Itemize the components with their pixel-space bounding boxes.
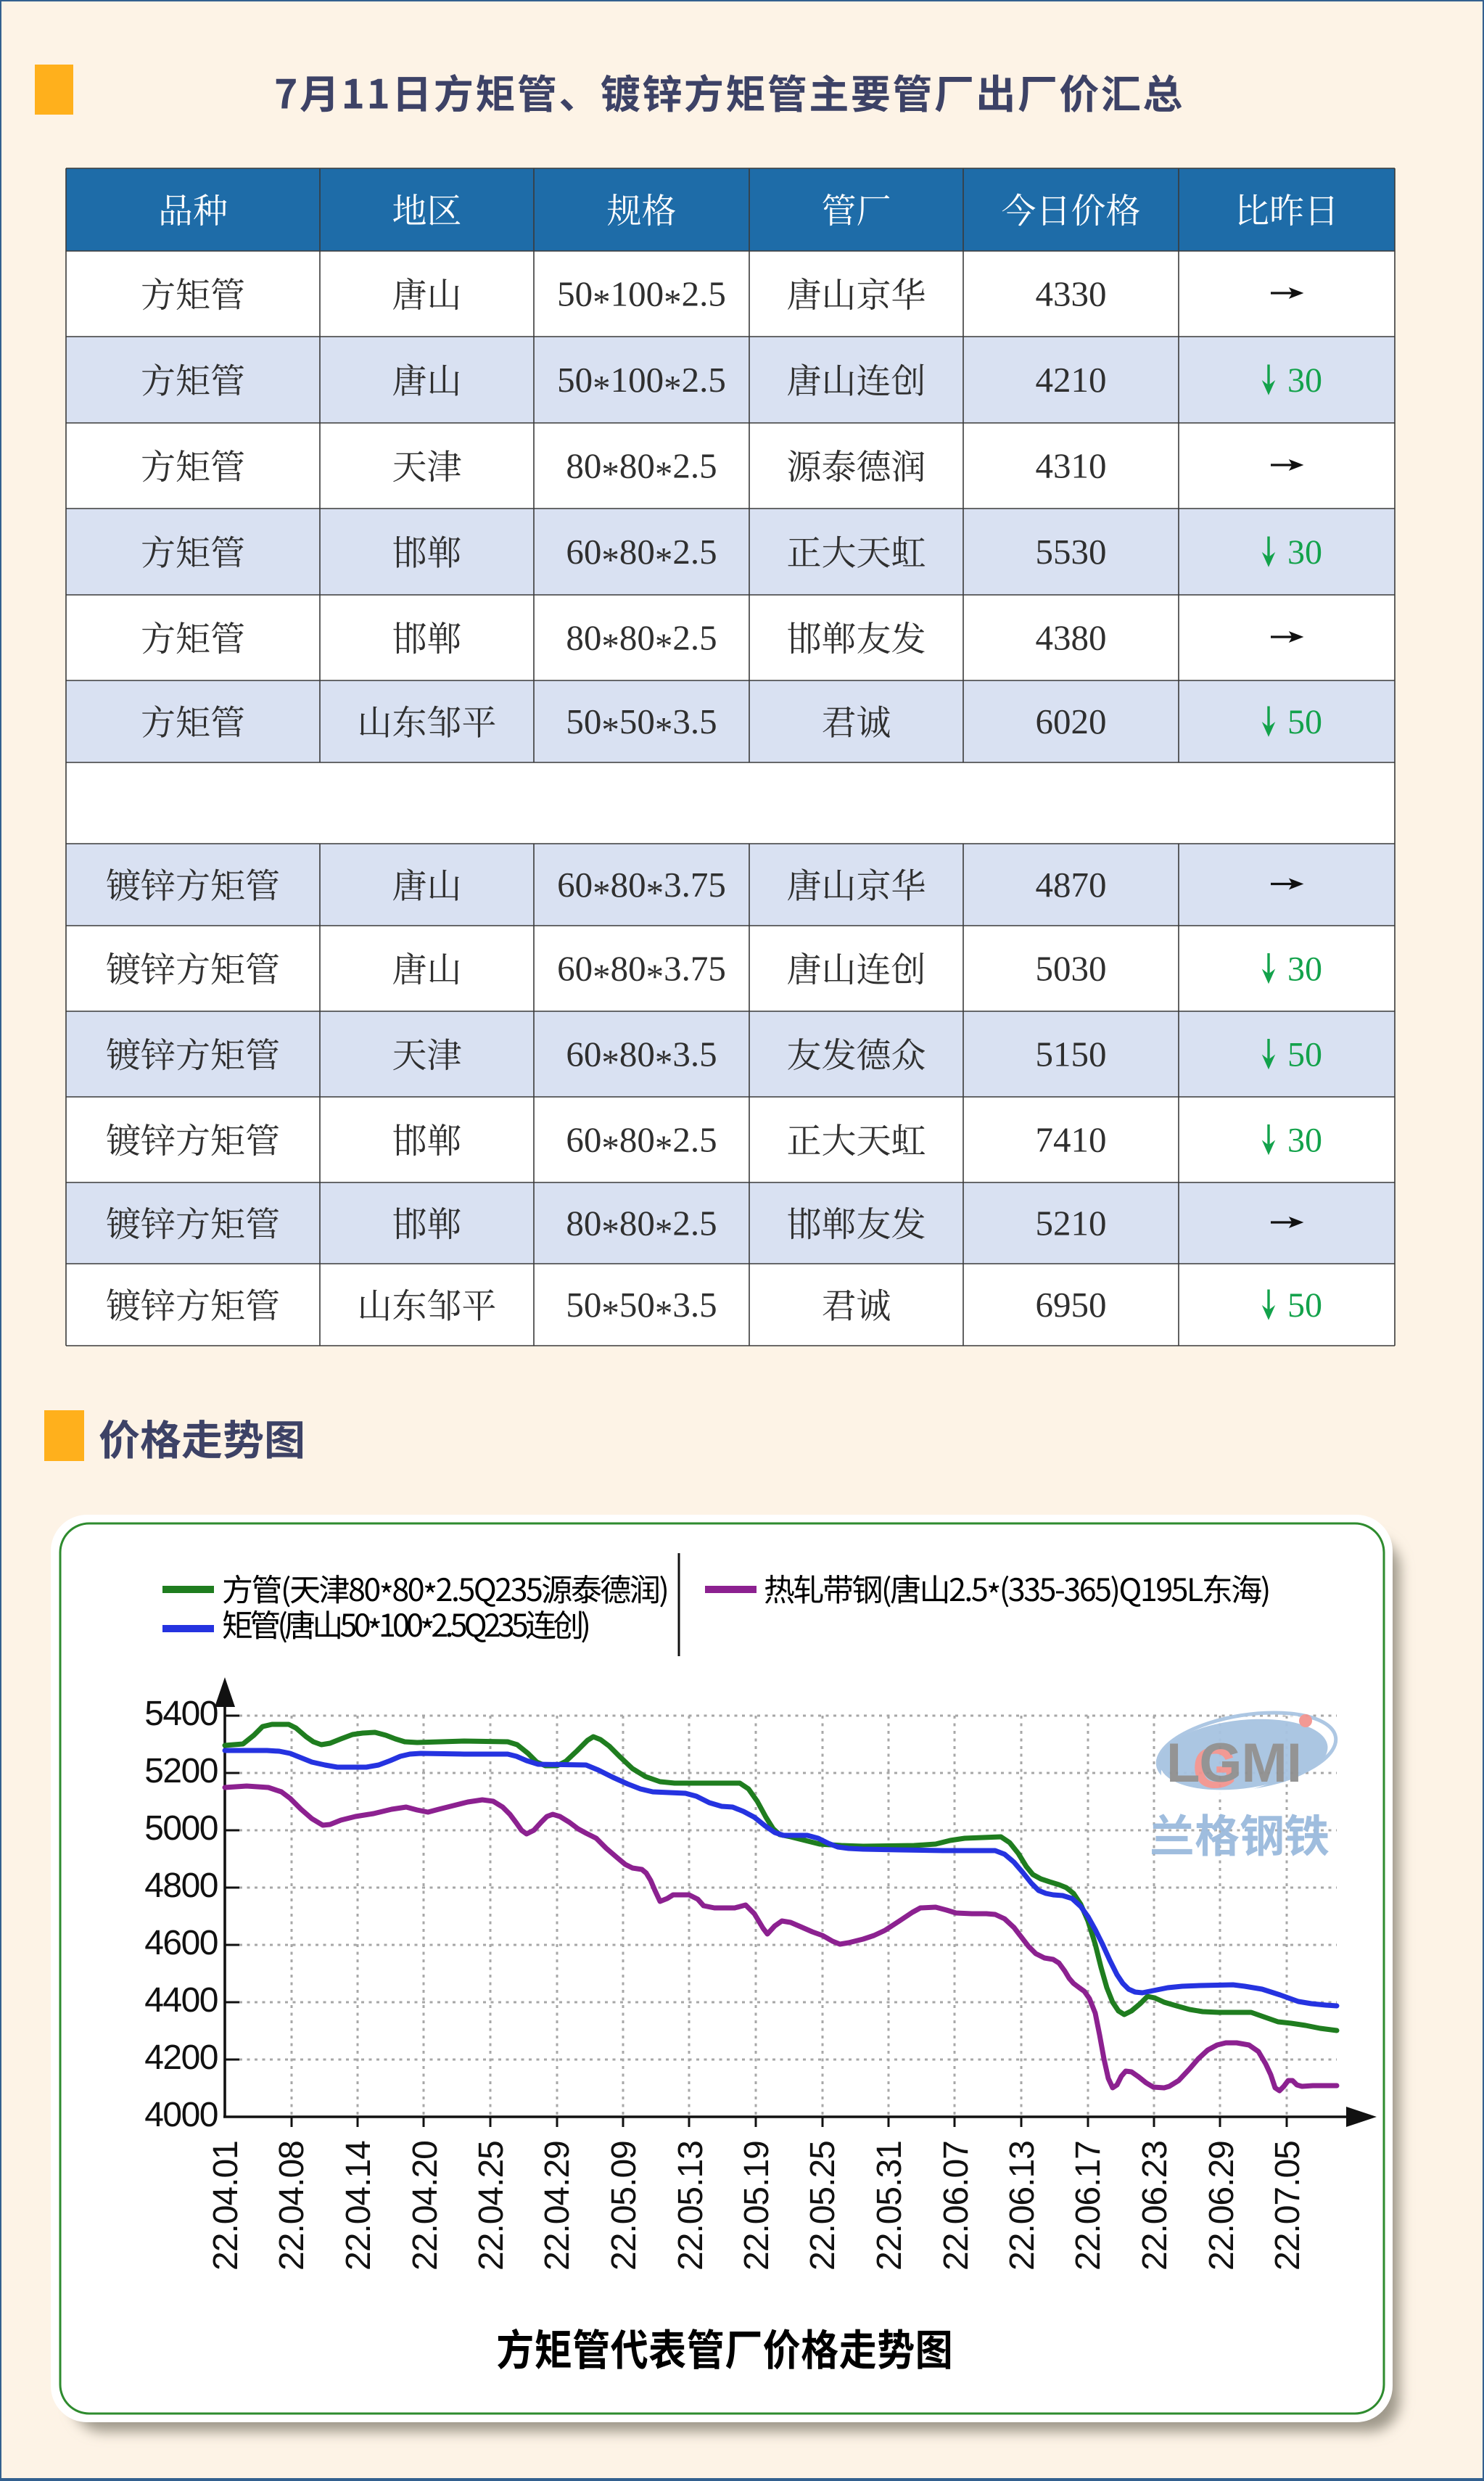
svg-text:22.06.07: 22.06.07 <box>937 2141 976 2271</box>
svg-text:4380: 4380 <box>1036 618 1107 658</box>
svg-text:5030: 5030 <box>1036 949 1107 989</box>
svg-text:LGMI: LGMI <box>1166 1732 1301 1794</box>
svg-text:22.05.09: 22.05.09 <box>605 2141 643 2271</box>
svg-text:50: 50 <box>1287 703 1322 741</box>
svg-text:G: G <box>1192 1735 1237 1800</box>
svg-text:22.05.13: 22.05.13 <box>672 2141 710 2271</box>
svg-text:22.07.05: 22.07.05 <box>1269 2141 1307 2271</box>
svg-text:22.06.17: 22.06.17 <box>1069 2141 1108 2271</box>
svg-text:4000: 4000 <box>144 2096 218 2134</box>
svg-text:5400: 5400 <box>144 1695 218 1733</box>
svg-text:4400: 4400 <box>144 1981 218 2020</box>
svg-text:4310: 4310 <box>1036 446 1107 486</box>
svg-text:22.04.14: 22.04.14 <box>339 2141 378 2271</box>
svg-text:22.06.13: 22.06.13 <box>1003 2141 1042 2271</box>
svg-text:22.04.08: 22.04.08 <box>273 2141 311 2271</box>
svg-text:6020: 6020 <box>1036 701 1107 741</box>
svg-text:4200: 4200 <box>144 2038 218 2077</box>
svg-text:22.06.29: 22.06.29 <box>1203 2141 1241 2271</box>
svg-text:30: 30 <box>1287 361 1322 400</box>
svg-text:22.04.01: 22.04.01 <box>207 2141 245 2271</box>
svg-text:6950: 6950 <box>1036 1285 1107 1325</box>
svg-text:5200: 5200 <box>144 1752 218 1790</box>
svg-text:22.04.20: 22.04.20 <box>406 2141 445 2271</box>
svg-text:22.05.31: 22.05.31 <box>870 2141 909 2271</box>
svg-text:5210: 5210 <box>1036 1204 1107 1243</box>
svg-text:30: 30 <box>1287 950 1322 989</box>
svg-text:22.05.25: 22.05.25 <box>804 2141 842 2271</box>
svg-text:4800: 4800 <box>144 1867 218 1905</box>
svg-text:5530: 5530 <box>1036 532 1107 572</box>
svg-text:5000: 5000 <box>144 1809 218 1848</box>
svg-text:7410: 7410 <box>1036 1120 1107 1160</box>
svg-text:30: 30 <box>1287 533 1322 572</box>
svg-text:4210: 4210 <box>1036 360 1107 400</box>
svg-text:4870: 4870 <box>1036 865 1107 905</box>
svg-text:4600: 4600 <box>144 1924 218 1962</box>
svg-text:50: 50 <box>1287 1036 1322 1074</box>
svg-text:30: 30 <box>1287 1122 1322 1160</box>
svg-text:4330: 4330 <box>1036 274 1107 314</box>
svg-text:50: 50 <box>1287 1286 1322 1325</box>
svg-text:5150: 5150 <box>1036 1034 1107 1074</box>
svg-text:60*80*2.5: 60*80*2.5 <box>566 1120 717 1168</box>
svg-text:22.04.29: 22.04.29 <box>538 2141 577 2271</box>
svg-text:22.05.19: 22.05.19 <box>738 2141 776 2271</box>
svg-text:22.04.25: 22.04.25 <box>472 2141 511 2271</box>
svg-text:22.06.23: 22.06.23 <box>1136 2141 1174 2271</box>
